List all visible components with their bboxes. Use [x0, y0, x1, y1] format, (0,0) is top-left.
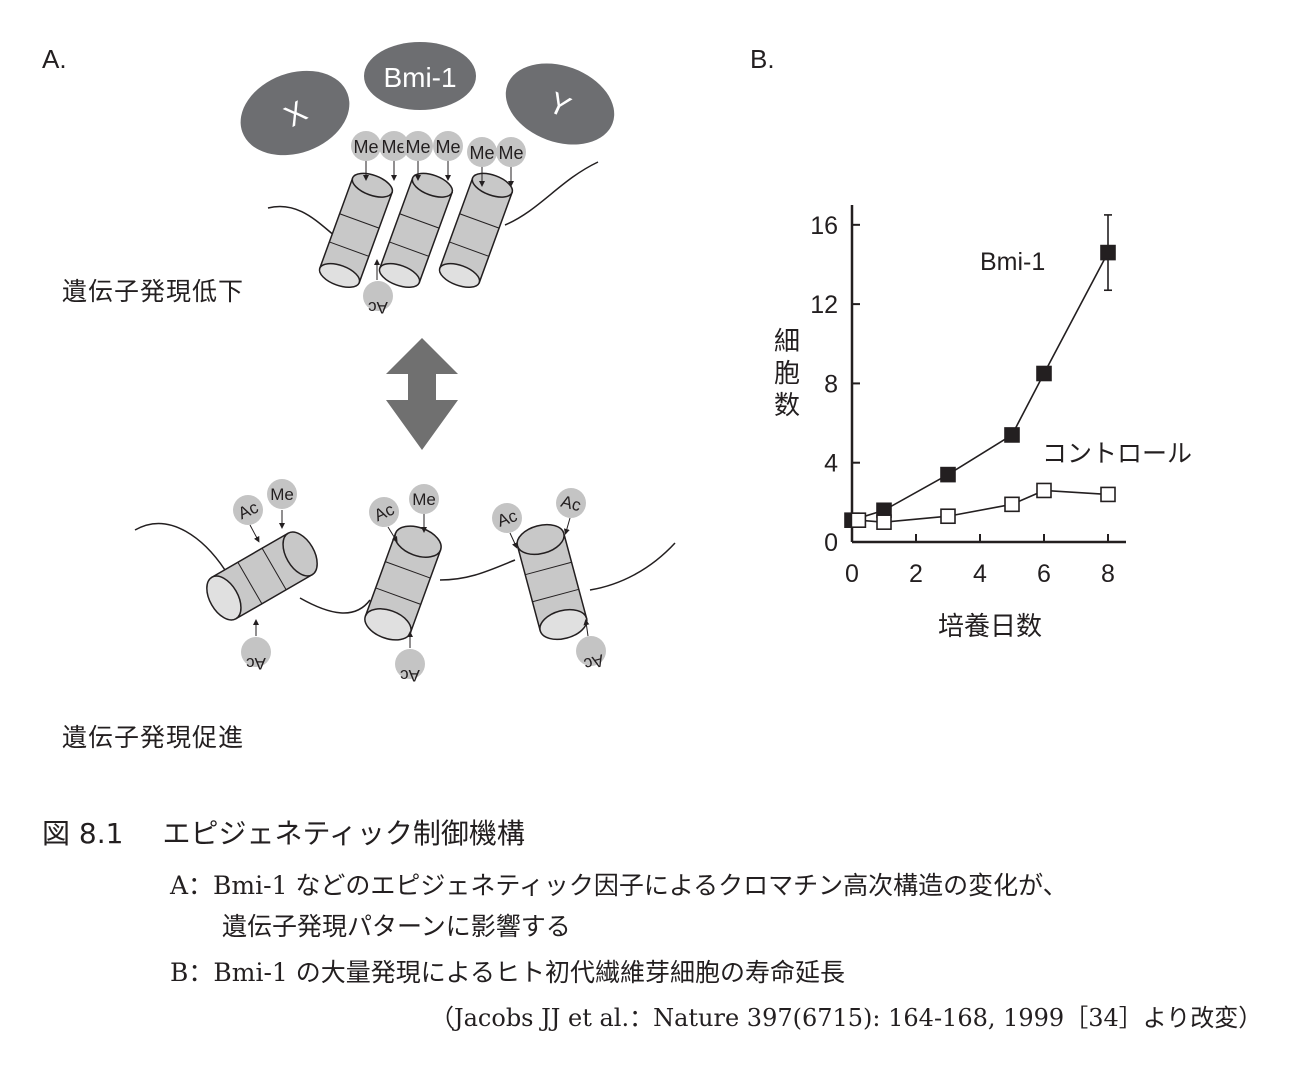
data-point: [850, 512, 867, 528]
data-point: [1004, 496, 1020, 513]
data-point: [1100, 486, 1116, 503]
x-tick-label: 2: [909, 560, 923, 588]
transition-double-arrow: [386, 338, 458, 450]
svg-text:Ac: Ac: [400, 666, 420, 685]
me-tags-compact: Me Me Me Me Me Me: [351, 131, 526, 187]
figure-number: 図 8.1: [42, 817, 124, 850]
y-tick-label: 4: [824, 450, 838, 478]
low-expression-label: 遺伝子発現低下: [62, 277, 245, 306]
svg-text:Me: Me: [353, 137, 378, 157]
y-tick-label: 12: [810, 291, 838, 319]
open-nucleosome-3: [516, 523, 588, 641]
svg-text:Ac: Ac: [368, 298, 388, 317]
data-point: [940, 508, 956, 525]
high-expression-label: 遺伝子発現促進: [62, 723, 245, 752]
series-label-0: Bmi-1: [980, 248, 1045, 276]
x-tick-label: 4: [973, 560, 987, 588]
panel-b: B. 0 4 8 12 16 0 2 4 6 8 Bmi-1 コントロール 細胞数 培養日数: [740, 0, 1302, 700]
protein-complex: X Bmi-1 Y: [240, 42, 615, 156]
y-tick-label: 8: [824, 370, 838, 398]
series-line-1: [858, 489, 1109, 523]
protein-x: [240, 70, 350, 156]
svg-text:Me: Me: [381, 137, 406, 157]
figure-title: エピジェネティック制御機構: [162, 817, 525, 850]
open-nucleosome-1: [206, 531, 318, 621]
data-point: [1100, 244, 1116, 261]
data-point: [876, 514, 892, 530]
panel-a-label: A.: [42, 44, 67, 74]
compact-chromatin: Me Me Me Me Me Me Ac: [267, 131, 599, 317]
y-tick-label: 0: [824, 529, 838, 557]
x-axis-label: 培養日数: [938, 611, 1042, 641]
panel-a: A. 遺伝子発現低下 遺伝子発現促進 X Bmi-1 Y: [0, 0, 740, 780]
data-point: [1004, 427, 1020, 443]
caption-line-a1: A：Bmi-1 などのエピジェネティック因子によるクロマチン高次構造の変化が、: [170, 871, 1068, 900]
svg-text:Ac: Ac: [581, 650, 606, 674]
protein-bmi1: [364, 42, 476, 110]
svg-text:Me: Me: [498, 143, 523, 163]
panel-b-label: B.: [750, 44, 775, 74]
svg-text:Me: Me: [435, 137, 460, 157]
data-point: [1036, 482, 1052, 499]
caption-line-b: B：Bmi-1 の大量発現によるヒト初代繊維芽細胞の寿命延長: [170, 958, 845, 987]
series-line-0: [851, 252, 1109, 521]
svg-text:Ac: Ac: [246, 654, 266, 673]
svg-text:Me: Me: [270, 485, 294, 504]
series-label-1: コントロール: [1042, 440, 1192, 468]
svg-text:Me: Me: [469, 143, 494, 163]
data-point: [1036, 365, 1052, 382]
svg-text:Me: Me: [412, 490, 436, 509]
x-tick-label: 0: [845, 560, 859, 588]
figure-caption: 図 8.1 エピジェネティック制御機構: [42, 812, 525, 852]
protein-y: [505, 63, 615, 145]
protein-bmi1-label: Bmi-1: [383, 62, 456, 93]
open-nucleosome-2: [364, 525, 442, 641]
x-tick-label: 8: [1101, 560, 1115, 588]
caption-line-a2: 遺伝子発現パターンに影響する: [222, 912, 571, 941]
y-tick-label: 16: [810, 212, 838, 240]
svg-text:Ac: Ac: [559, 492, 584, 516]
svg-text:Me: Me: [405, 137, 430, 157]
cell-growth-chart: 0 4 8 12 16 0 2 4 6 8 Bmi-1 コントロール 細胞数 培養日数: [774, 205, 1192, 641]
caption-source: （Jacobs JJ et al.：Nature 397(6715): 164-…: [430, 1004, 1263, 1032]
chromatin-diagram: X Bmi-1 Y: [134, 42, 676, 685]
compact-nucleosome-1: [318, 172, 394, 289]
x-tick-label: 6: [1037, 560, 1051, 588]
y-axis-label: 細胞数: [774, 326, 800, 420]
open-chromatin: Ac Me Ac Ac Me Ac Ac Ac: [134, 479, 676, 685]
compact-nucleosome-2: [378, 172, 454, 289]
ac-tag-compact: Ac: [363, 259, 393, 317]
data-point: [940, 466, 956, 483]
